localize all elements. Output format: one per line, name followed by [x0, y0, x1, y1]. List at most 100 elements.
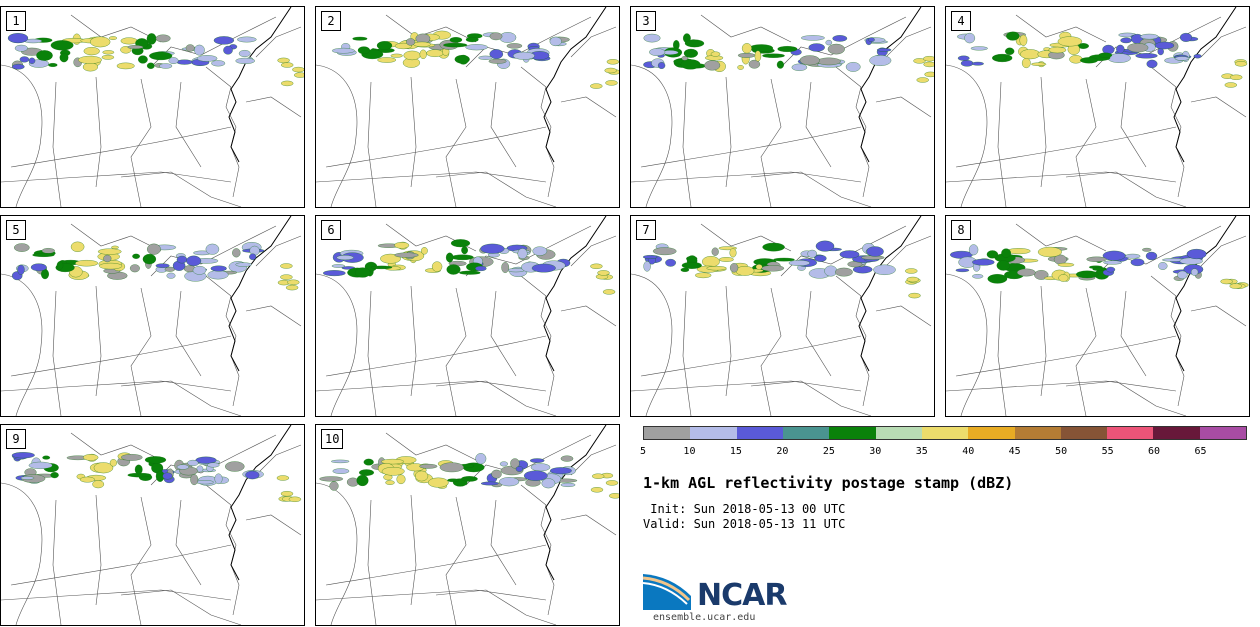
- reflectivity-cell: [359, 469, 374, 476]
- reflectivity-cell: [799, 55, 820, 66]
- state-border: [1, 171, 232, 183]
- reflectivity-colorbar: [643, 426, 1247, 440]
- reflectivity-cell: [475, 453, 487, 465]
- state-border: [682, 290, 692, 416]
- reflectivity-cell: [159, 63, 173, 69]
- reflectivity-cell: [17, 264, 25, 275]
- state-border: [1075, 287, 1097, 416]
- reflectivity-cell: [649, 48, 666, 56]
- reflectivity-cell: [78, 55, 102, 64]
- reflectivity-map: [1, 216, 302, 416]
- reflectivity-cell: [132, 253, 140, 259]
- reflectivity-cell: [155, 263, 170, 268]
- reflectivity-cell: [1020, 49, 1041, 60]
- reflectivity-cell: [75, 260, 99, 267]
- reflectivity-cell: [415, 470, 429, 482]
- reflectivity-cell: [280, 491, 294, 497]
- reflectivity-cell: [356, 474, 369, 487]
- state-border: [255, 235, 302, 267]
- reflectivity-cell: [14, 243, 30, 252]
- colorbar-tick-label: 30: [869, 446, 882, 457]
- reflectivity-cell: [968, 244, 979, 256]
- reflectivity-cell: [815, 240, 835, 252]
- reflectivity-cell: [210, 265, 227, 272]
- state-border: [1040, 285, 1047, 397]
- reflectivity-cell: [376, 41, 393, 50]
- state-border: [631, 64, 673, 207]
- state-border: [760, 287, 782, 416]
- reflectivity-cell: [550, 467, 572, 475]
- reflectivity-cell: [443, 42, 468, 48]
- reflectivity-cell: [560, 455, 574, 462]
- state-border: [435, 380, 557, 416]
- reflectivity-cell: [28, 461, 53, 469]
- reflectivity-cell: [109, 459, 117, 467]
- reflectivity-cell: [816, 57, 841, 66]
- reflectivity-cell: [332, 47, 355, 54]
- reflectivity-cell: [499, 461, 508, 467]
- reflectivity-cell: [1092, 267, 1107, 271]
- reflectivity-cell: [972, 258, 995, 266]
- state-border: [325, 126, 547, 168]
- reflectivity-cell: [488, 58, 507, 64]
- state-border: [120, 380, 242, 416]
- reflectivity-cell: [1058, 274, 1069, 282]
- reflectivity-cell: [134, 464, 143, 475]
- reflectivity-cell: [83, 454, 99, 461]
- reflectivity-cell: [710, 51, 721, 57]
- reflectivity-cell: [276, 475, 290, 481]
- colorbar-tick-label: 25: [822, 446, 835, 457]
- reflectivity-cell: [657, 62, 666, 69]
- state-border: [316, 273, 358, 416]
- state-border: [316, 64, 358, 207]
- reflectivity-cell: [741, 43, 752, 54]
- state-border: [760, 78, 782, 207]
- reflectivity-cell: [986, 250, 999, 259]
- reflectivity-cell: [50, 40, 74, 51]
- reflectivity-cell: [146, 62, 155, 69]
- reflectivity-cell: [20, 476, 35, 480]
- reflectivity-cell: [923, 61, 934, 68]
- reflectivity-cell: [478, 55, 493, 60]
- state-border: [385, 14, 477, 43]
- member-label: 1: [6, 11, 26, 31]
- ensemble-member-panel: 2: [315, 6, 620, 208]
- reflectivity-cell: [277, 57, 290, 64]
- state-border: [682, 81, 692, 207]
- reflectivity-cell: [749, 44, 774, 52]
- reflectivity-cell: [606, 59, 619, 65]
- reflectivity-cell: [381, 467, 405, 476]
- state-border: [1150, 275, 1185, 407]
- reflectivity-map: [946, 7, 1248, 207]
- reflectivity-cell: [127, 45, 144, 50]
- state-border: [1, 273, 43, 416]
- reflectivity-cell: [101, 54, 115, 60]
- state-border: [316, 589, 547, 601]
- reflectivity-cell: [109, 36, 117, 40]
- reflectivity-cell: [280, 263, 293, 269]
- reflectivity-cell: [531, 263, 556, 273]
- colorbar-segment: [690, 427, 737, 439]
- reflectivity-cell: [281, 80, 294, 87]
- state-border: [725, 285, 732, 397]
- reflectivity-cell: [1186, 248, 1207, 260]
- reflectivity-cell: [413, 41, 431, 47]
- state-border: [570, 235, 617, 267]
- state-border: [255, 444, 302, 476]
- state-border: [1065, 171, 1187, 207]
- coastline: [543, 216, 607, 372]
- reflectivity-cell: [762, 242, 785, 252]
- reflectivity-cell: [439, 462, 464, 473]
- reflectivity-cell: [532, 246, 548, 256]
- reflectivity-cell: [1057, 36, 1083, 47]
- coastline: [543, 425, 607, 581]
- state-border: [997, 290, 1007, 416]
- state-border: [631, 171, 862, 183]
- reflectivity-cell: [737, 52, 756, 58]
- state-border: [997, 81, 1007, 207]
- member-label: 4: [951, 11, 971, 31]
- reflectivity-cell: [7, 33, 29, 44]
- reflectivity-cell: [916, 77, 929, 83]
- state-border: [700, 14, 792, 43]
- reflectivity-cell: [292, 66, 304, 73]
